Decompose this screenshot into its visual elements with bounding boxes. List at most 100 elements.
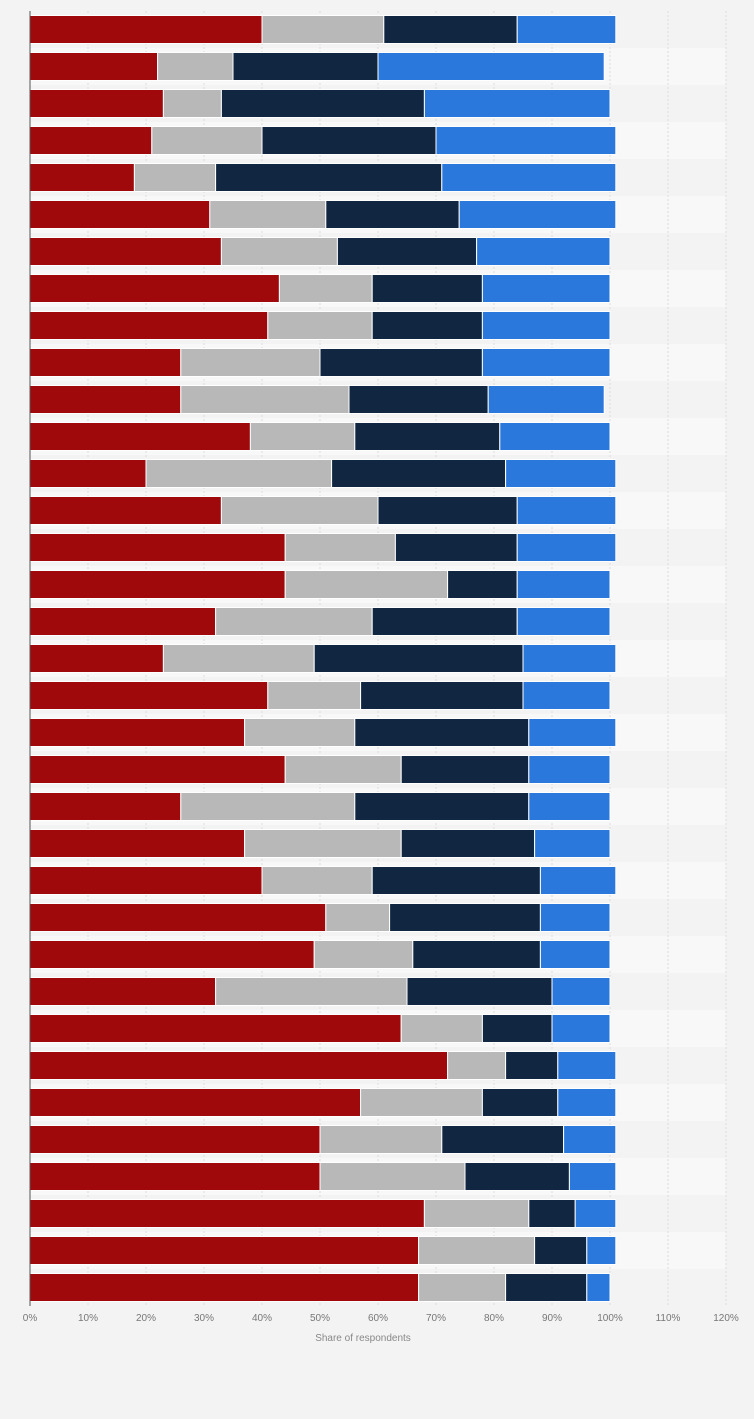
bar-segment-series-3[interactable] xyxy=(528,1199,576,1228)
bar-segment-series-1[interactable] xyxy=(29,533,286,562)
bar-segment-series-2[interactable] xyxy=(267,681,362,710)
bar-segment-series-2[interactable] xyxy=(360,1088,483,1117)
bar-segment-series-4[interactable] xyxy=(534,829,611,858)
bar-segment-series-1[interactable] xyxy=(29,311,269,340)
bar-segment-series-1[interactable] xyxy=(29,607,217,636)
bar-segment-series-2[interactable] xyxy=(284,755,402,784)
bar-segment-series-4[interactable] xyxy=(476,237,611,266)
bar-segment-series-3[interactable] xyxy=(441,1125,565,1154)
bar-segment-series-3[interactable] xyxy=(377,496,518,525)
bar-segment-series-4[interactable] xyxy=(574,1199,617,1228)
bar-segment-series-2[interactable] xyxy=(261,15,385,44)
bar-segment-series-3[interactable] xyxy=(354,422,501,451)
bar-segment-series-3[interactable] xyxy=(394,533,518,562)
bar-segment-series-3[interactable] xyxy=(220,89,425,118)
bar-segment-series-2[interactable] xyxy=(447,1051,507,1080)
bar-segment-series-1[interactable] xyxy=(29,866,263,895)
bar-segment-series-2[interactable] xyxy=(313,940,414,969)
bar-segment-series-2[interactable] xyxy=(209,200,327,229)
bar-segment-series-2[interactable] xyxy=(261,866,373,895)
bar-segment-series-4[interactable] xyxy=(458,200,617,229)
bar-segment-series-4[interactable] xyxy=(516,570,611,599)
bar-segment-series-3[interactable] xyxy=(261,126,437,155)
bar-segment-series-2[interactable] xyxy=(180,348,321,377)
bar-segment-series-4[interactable] xyxy=(568,1162,617,1191)
bar-segment-series-1[interactable] xyxy=(29,163,135,192)
bar-segment-series-4[interactable] xyxy=(528,718,617,747)
bar-segment-series-1[interactable] xyxy=(29,52,159,81)
bar-segment-series-3[interactable] xyxy=(371,607,518,636)
bar-segment-series-3[interactable] xyxy=(354,792,530,821)
bar-segment-series-1[interactable] xyxy=(29,940,315,969)
bar-segment-series-4[interactable] xyxy=(528,755,611,784)
bar-segment-series-3[interactable] xyxy=(383,15,518,44)
bar-segment-series-1[interactable] xyxy=(29,385,182,414)
bar-segment-series-3[interactable] xyxy=(232,52,379,81)
bar-segment-series-2[interactable] xyxy=(423,1199,530,1228)
bar-segment-series-1[interactable] xyxy=(29,1125,321,1154)
bar-segment-series-1[interactable] xyxy=(29,459,147,488)
bar-segment-series-1[interactable] xyxy=(29,755,286,784)
bar-segment-series-4[interactable] xyxy=(522,644,617,673)
bar-segment-series-1[interactable] xyxy=(29,126,153,155)
bar-segment-series-3[interactable] xyxy=(389,903,541,932)
bar-segment-series-2[interactable] xyxy=(151,126,263,155)
bar-segment-series-4[interactable] xyxy=(522,681,611,710)
bar-segment-series-3[interactable] xyxy=(319,348,483,377)
bar-segment-series-3[interactable] xyxy=(371,274,483,303)
bar-segment-series-2[interactable] xyxy=(244,718,356,747)
bar-segment-series-4[interactable] xyxy=(441,163,617,192)
bar-segment-series-3[interactable] xyxy=(464,1162,570,1191)
bar-segment-series-3[interactable] xyxy=(371,311,483,340)
bar-segment-series-2[interactable] xyxy=(244,829,402,858)
bar-segment-series-3[interactable] xyxy=(505,1273,588,1302)
bar-segment-series-3[interactable] xyxy=(331,459,507,488)
bar-segment-series-4[interactable] xyxy=(539,866,617,895)
bar-segment-series-4[interactable] xyxy=(586,1273,611,1302)
bar-segment-series-1[interactable] xyxy=(29,903,327,932)
bar-segment-series-2[interactable] xyxy=(162,644,315,673)
bar-segment-series-3[interactable] xyxy=(505,1051,559,1080)
bar-segment-series-4[interactable] xyxy=(586,1236,617,1265)
bar-segment-series-4[interactable] xyxy=(481,311,611,340)
bar-segment-series-1[interactable] xyxy=(29,422,251,451)
bar-segment-series-4[interactable] xyxy=(539,903,611,932)
bar-segment-series-4[interactable] xyxy=(516,533,617,562)
bar-segment-series-1[interactable] xyxy=(29,200,211,229)
bar-segment-series-3[interactable] xyxy=(313,644,524,673)
bar-segment-series-4[interactable] xyxy=(377,52,605,81)
bar-segment-series-4[interactable] xyxy=(551,1014,611,1043)
bar-segment-series-1[interactable] xyxy=(29,644,164,673)
bar-segment-series-3[interactable] xyxy=(481,1014,553,1043)
bar-segment-series-3[interactable] xyxy=(325,200,460,229)
bar-segment-series-1[interactable] xyxy=(29,1273,420,1302)
bar-segment-series-2[interactable] xyxy=(278,274,373,303)
bar-segment-series-1[interactable] xyxy=(29,1014,402,1043)
bar-segment-series-3[interactable] xyxy=(354,718,530,747)
bar-segment-series-1[interactable] xyxy=(29,15,263,44)
bar-segment-series-4[interactable] xyxy=(551,977,611,1006)
bar-segment-series-2[interactable] xyxy=(284,570,449,599)
bar-segment-series-3[interactable] xyxy=(447,570,518,599)
bar-segment-series-4[interactable] xyxy=(516,607,611,636)
bar-segment-series-2[interactable] xyxy=(325,903,391,932)
bar-segment-series-2[interactable] xyxy=(418,1273,507,1302)
bar-segment-series-4[interactable] xyxy=(516,15,617,44)
bar-segment-series-3[interactable] xyxy=(360,681,524,710)
bar-segment-series-3[interactable] xyxy=(215,163,443,192)
bar-segment-series-2[interactable] xyxy=(400,1014,483,1043)
bar-segment-series-1[interactable] xyxy=(29,977,217,1006)
bar-segment-series-4[interactable] xyxy=(528,792,611,821)
bar-segment-series-1[interactable] xyxy=(29,89,164,118)
bar-segment-series-3[interactable] xyxy=(481,1088,559,1117)
bar-segment-series-4[interactable] xyxy=(505,459,617,488)
bar-segment-series-4[interactable] xyxy=(557,1051,617,1080)
bar-segment-series-2[interactable] xyxy=(180,792,356,821)
bar-segment-series-4[interactable] xyxy=(435,126,617,155)
bar-segment-series-2[interactable] xyxy=(157,52,234,81)
bar-segment-series-4[interactable] xyxy=(481,274,611,303)
bar-segment-series-2[interactable] xyxy=(180,385,350,414)
bar-segment-series-1[interactable] xyxy=(29,718,246,747)
bar-segment-series-4[interactable] xyxy=(499,422,611,451)
bar-segment-series-3[interactable] xyxy=(400,829,536,858)
